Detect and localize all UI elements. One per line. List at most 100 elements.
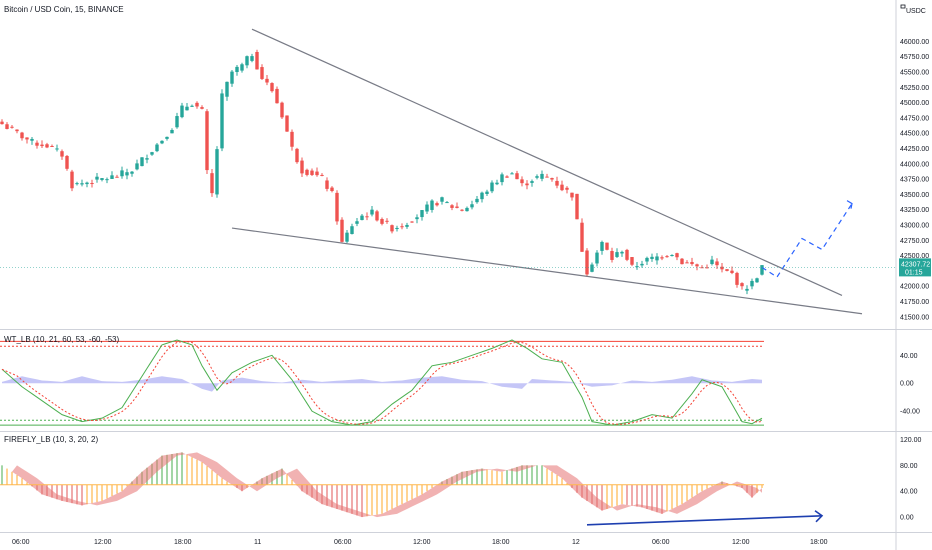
candle[interactable]: [710, 255, 714, 266]
candle[interactable]: [210, 169, 214, 197]
candle[interactable]: [230, 69, 234, 87]
candle[interactable]: [165, 136, 169, 141]
candle[interactable]: [255, 49, 259, 70]
candle[interactable]: [325, 177, 329, 192]
candle[interactable]: [455, 202, 459, 209]
candle[interactable]: [580, 218, 584, 252]
candle[interactable]: [220, 89, 224, 152]
candle[interactable]: [315, 167, 319, 177]
candle[interactable]: [535, 174, 539, 180]
candle[interactable]: [135, 159, 139, 171]
candle[interactable]: [650, 253, 654, 262]
candle[interactable]: [610, 247, 614, 263]
candle[interactable]: [365, 212, 369, 221]
candle[interactable]: [260, 64, 264, 80]
candle[interactable]: [270, 82, 274, 93]
candle[interactable]: [320, 173, 324, 177]
candle[interactable]: [0, 119, 4, 125]
candle[interactable]: [480, 191, 484, 203]
price-pane[interactable]: [0, 28, 896, 315]
wt-signal-line[interactable]: [1, 341, 763, 425]
candle[interactable]: [15, 129, 19, 134]
candle[interactable]: [280, 101, 284, 120]
upper-trendline[interactable]: [251, 28, 843, 296]
candle[interactable]: [110, 171, 114, 179]
candle[interactable]: [505, 175, 509, 178]
candle[interactable]: [460, 209, 464, 212]
candle[interactable]: [560, 180, 564, 192]
candle[interactable]: [305, 168, 309, 177]
candle[interactable]: [530, 179, 534, 187]
candle[interactable]: [520, 176, 524, 187]
candle[interactable]: [655, 253, 659, 265]
candle[interactable]: [395, 225, 399, 232]
candle[interactable]: [510, 171, 514, 175]
candle[interactable]: [115, 174, 119, 178]
candle[interactable]: [65, 155, 69, 171]
candle[interactable]: [620, 250, 624, 257]
candle[interactable]: [90, 179, 94, 188]
candle[interactable]: [725, 269, 729, 272]
candle[interactable]: [310, 168, 314, 176]
candle[interactable]: [425, 201, 429, 214]
candle[interactable]: [665, 255, 669, 258]
candle[interactable]: [445, 201, 449, 204]
candle[interactable]: [105, 177, 109, 184]
candle[interactable]: [170, 128, 174, 134]
candle[interactable]: [680, 258, 684, 265]
candle[interactable]: [400, 223, 404, 230]
candle[interactable]: [10, 125, 14, 129]
candle[interactable]: [80, 179, 84, 187]
candle[interactable]: [185, 102, 189, 111]
candle[interactable]: [470, 200, 474, 210]
candle[interactable]: [750, 278, 754, 290]
candle[interactable]: [140, 157, 144, 167]
candle[interactable]: [295, 147, 299, 164]
candle[interactable]: [490, 180, 494, 194]
candle[interactable]: [635, 261, 639, 270]
candle[interactable]: [600, 240, 604, 255]
candle[interactable]: [515, 170, 519, 180]
candle[interactable]: [410, 221, 414, 223]
lock-icon[interactable]: [900, 4, 906, 9]
candle[interactable]: [195, 101, 199, 109]
candle[interactable]: [200, 105, 204, 110]
candle[interactable]: [440, 196, 444, 205]
candle[interactable]: [190, 104, 194, 107]
candle[interactable]: [290, 129, 294, 151]
candle[interactable]: [245, 55, 249, 69]
candle[interactable]: [430, 199, 434, 213]
candle[interactable]: [735, 271, 739, 288]
candle[interactable]: [565, 186, 569, 194]
wt-wave-line[interactable]: [1, 339, 763, 426]
candle[interactable]: [435, 201, 439, 207]
candle[interactable]: [130, 171, 134, 177]
projection-path[interactable]: [761, 203, 853, 278]
candle[interactable]: [60, 149, 64, 160]
candle[interactable]: [555, 176, 559, 189]
candle[interactable]: [740, 282, 744, 290]
candle[interactable]: [350, 223, 354, 235]
candle[interactable]: [355, 218, 359, 227]
wavetrend-pane[interactable]: [0, 339, 764, 426]
candle[interactable]: [370, 205, 374, 217]
candle[interactable]: [625, 248, 629, 262]
candle[interactable]: [420, 210, 424, 221]
candle[interactable]: [575, 193, 579, 220]
candle[interactable]: [630, 257, 634, 267]
candle[interactable]: [585, 248, 589, 278]
candle[interactable]: [155, 143, 159, 153]
candle[interactable]: [100, 177, 104, 182]
candle[interactable]: [345, 230, 349, 244]
candle[interactable]: [475, 196, 479, 204]
candle[interactable]: [75, 181, 79, 186]
candle[interactable]: [50, 144, 54, 148]
candle[interactable]: [645, 256, 649, 265]
candle[interactable]: [640, 260, 644, 268]
candle[interactable]: [35, 140, 39, 149]
candle[interactable]: [615, 248, 619, 258]
candle[interactable]: [745, 285, 749, 295]
candle[interactable]: [695, 263, 699, 271]
candle[interactable]: [300, 157, 304, 178]
candle[interactable]: [500, 172, 504, 186]
